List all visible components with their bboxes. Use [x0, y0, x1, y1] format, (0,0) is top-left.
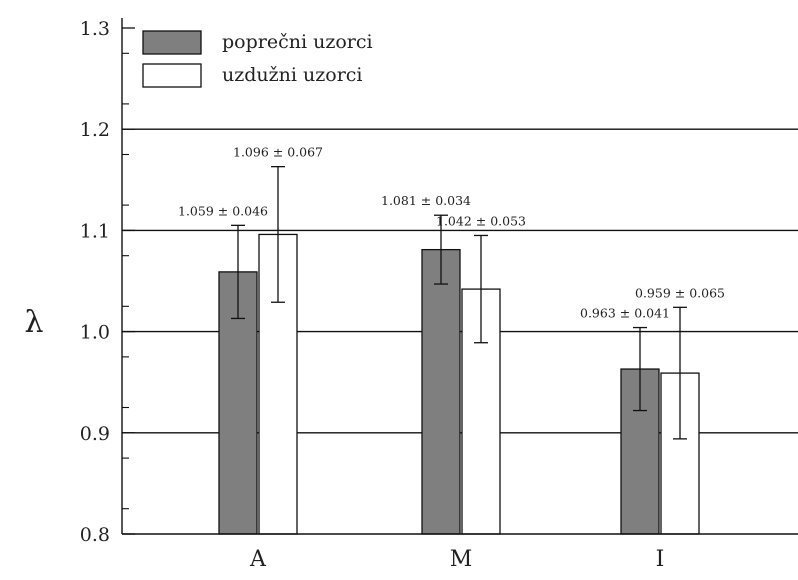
legend-swatch — [142, 30, 202, 55]
data-labels: 1.059 ± 0.046 1.096 ± 0.067 1.081 ± 0.034 1… — [178, 145, 725, 321]
x-category-label: M — [450, 547, 473, 572]
y-tick-label: 1.0 — [80, 322, 110, 344]
y-axis-label: λ — [24, 305, 43, 340]
legend-swatch — [142, 63, 202, 88]
data-label: 1.042 ± 0.053 — [436, 213, 526, 228]
y-tick-label: 1.3 — [80, 18, 110, 40]
bar-m-series-1 — [421, 248, 461, 535]
data-label: 1.059 ± 0.046 — [178, 203, 268, 218]
legend: poprečni uzorci uzdužni uzorci — [142, 30, 373, 88]
legend-label: uzdužni uzorci — [222, 64, 363, 86]
y-tick-label: 0.9 — [80, 423, 110, 445]
data-label: 1.096 ± 0.067 — [233, 145, 323, 160]
y-axis-ticks: 0.8 0.9 1.0 1.1 1.2 1.3 — [80, 18, 135, 546]
y-tick-label: 1.2 — [80, 119, 110, 141]
x-category-label: I — [656, 547, 665, 572]
data-label: 1.081 ± 0.034 — [381, 193, 471, 208]
data-label: 0.963 ± 0.041 — [580, 306, 670, 321]
legend-label: poprečni uzorci — [222, 31, 373, 53]
y-tick-label: 1.1 — [80, 220, 110, 242]
x-category-label: A — [249, 547, 267, 572]
y-tick-label: 0.8 — [80, 524, 110, 546]
data-label: 0.959 ± 0.065 — [635, 285, 725, 300]
bar-i-series-2 — [660, 372, 700, 535]
